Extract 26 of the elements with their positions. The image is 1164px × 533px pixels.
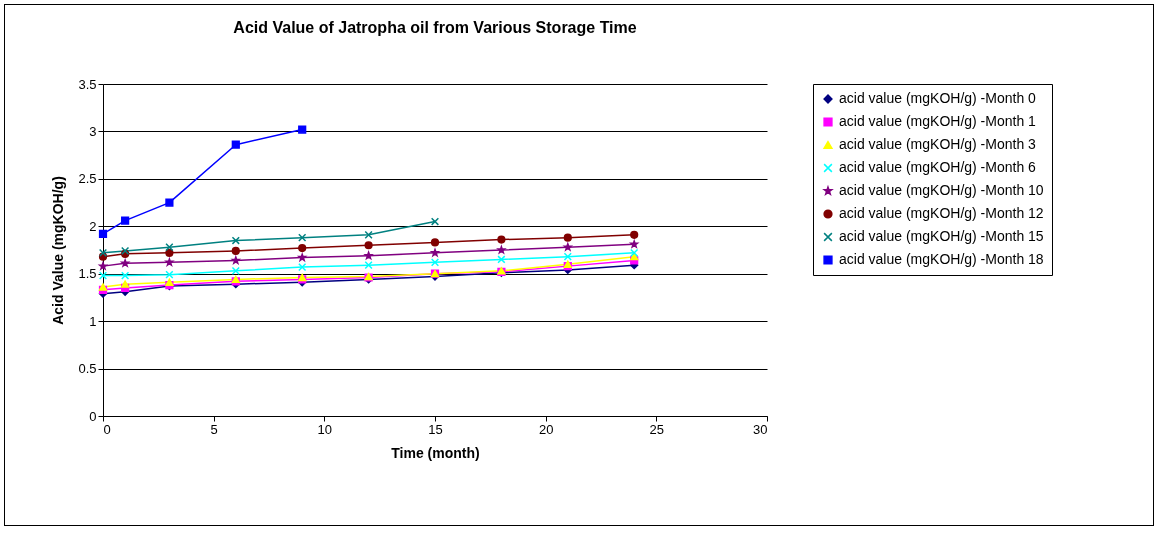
x-tick-label: 25 [649, 421, 665, 437]
x-tick-label: 5 [210, 421, 218, 437]
x-axis-title: Time (month) [391, 444, 480, 461]
y-tick-label: 2 [89, 218, 97, 234]
legend-label: acid value (mgKOH/g) -Month 1 [839, 113, 1037, 129]
legend-label: acid value (mgKOH/g) -Month 10 [839, 182, 1044, 198]
legend-label: acid value (mgKOH/g) -Month 6 [839, 159, 1037, 175]
y-axis-title: Acid Value (mgKOH/g) [50, 176, 67, 325]
legend-label: acid value (mgKOH/g) -Month 0 [839, 90, 1037, 106]
x-tick-label: 0 [103, 421, 111, 437]
y-tick-label: 0.5 [78, 361, 97, 377]
x-tick-label: 20 [538, 421, 554, 437]
y-tick-label: 1 [89, 313, 97, 329]
y-tick-label: 3.5 [78, 76, 97, 92]
legend-label: acid value (mgKOH/g) -Month 3 [839, 136, 1037, 152]
legend-label: acid value (mgKOH/g) -Month 15 [839, 228, 1044, 244]
y-tick-label: 1.5 [78, 266, 97, 282]
y-tick-label: 0 [89, 408, 97, 424]
y-tick-label: 2.5 [78, 171, 97, 187]
chart-title: Acid Value of Jatropha oil from Various Storage Time [233, 19, 637, 36]
y-tick-label: 3 [89, 123, 97, 139]
legend-label: acid value (mgKOH/g) -Month 12 [839, 205, 1044, 221]
x-tick-label: 10 [317, 421, 333, 437]
x-tick-label: 30 [753, 421, 768, 437]
legend-label: acid value (mgKOH/g) -Month 18 [839, 251, 1044, 267]
x-tick-label: 15 [428, 421, 443, 437]
